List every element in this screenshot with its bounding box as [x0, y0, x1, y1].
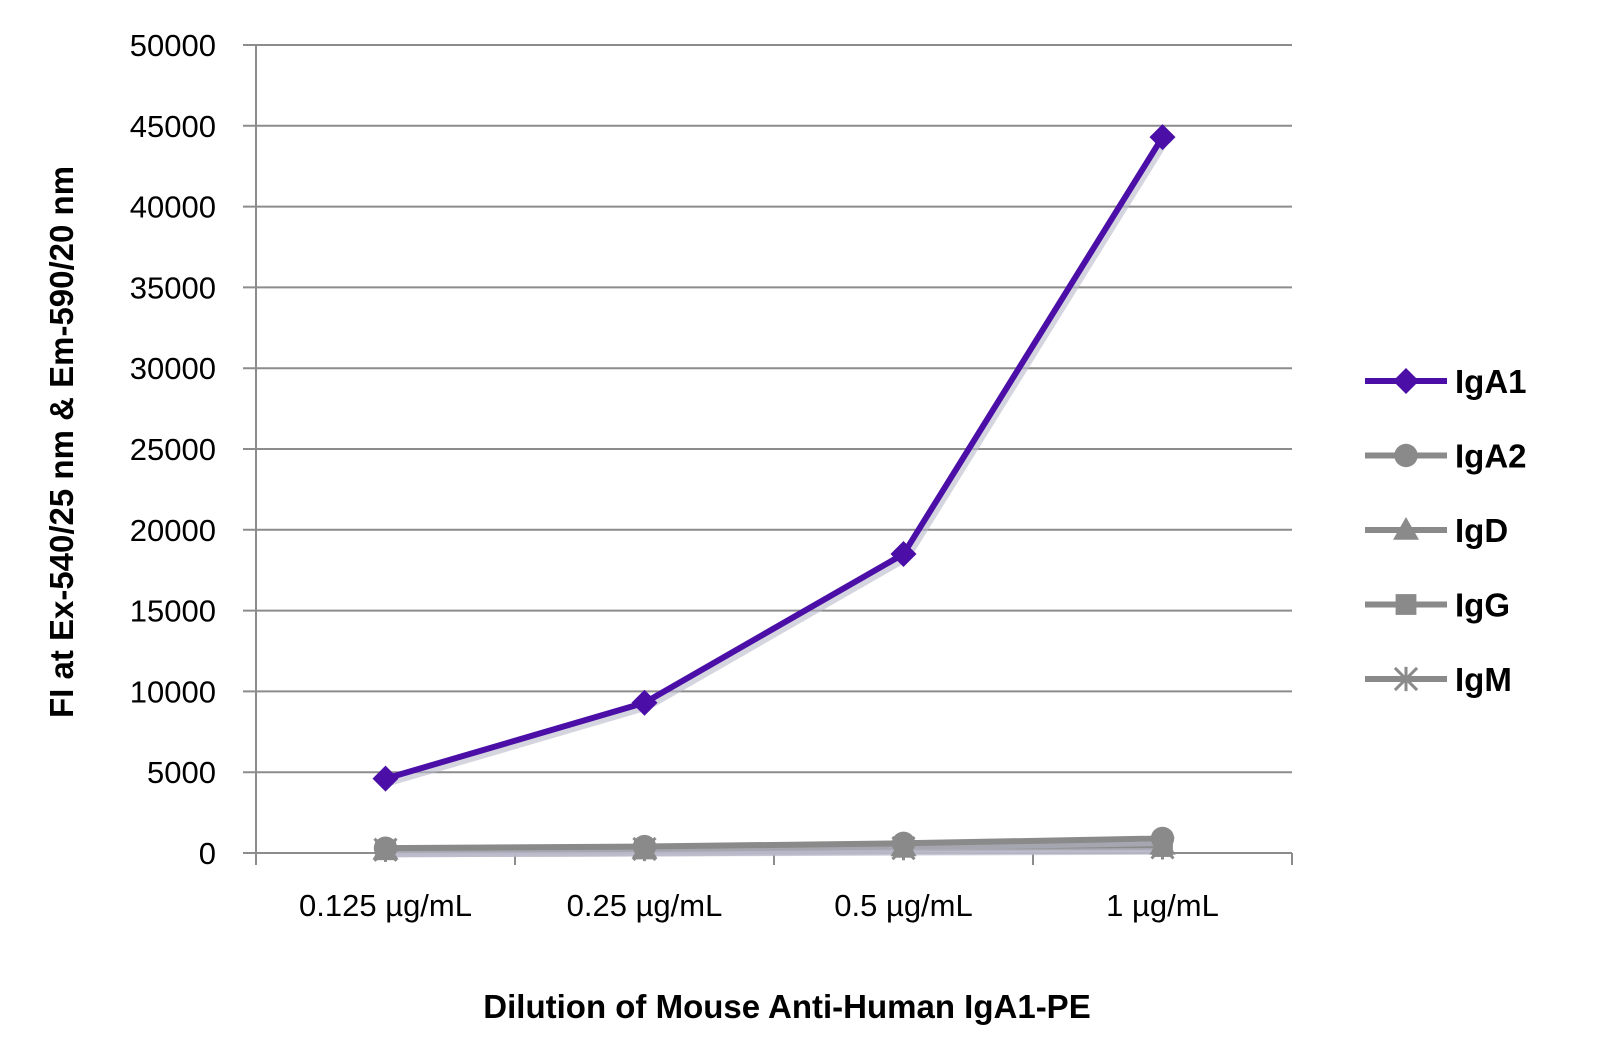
y-tick-label: 45000 [130, 109, 216, 144]
legend-marker [1393, 368, 1419, 394]
y-tick-label: 15000 [130, 594, 216, 629]
data-point [372, 765, 399, 792]
legend-marker [1395, 594, 1417, 615]
y-tick-label: 35000 [130, 270, 216, 305]
gridlines [243, 44, 1292, 774]
series [372, 124, 1176, 862]
x-axis-title: Dilution of Mouse Anti-Human IgA1-PE [483, 988, 1090, 1025]
series-line [385, 835, 1163, 852]
legend: IgA1 IgA2 IgD IgG IgM [1365, 363, 1527, 698]
data-point [632, 834, 657, 859]
x-tick-label: 0.25 µg/mL [567, 888, 723, 923]
legend-entry: IgG [1365, 587, 1510, 624]
legend-label: IgG [1455, 587, 1510, 624]
y-tick-label: 10000 [130, 674, 216, 709]
data-point [373, 836, 398, 860]
data-point [1150, 826, 1175, 851]
y-tick-label: 25000 [130, 432, 216, 467]
y-tick-label: 30000 [130, 351, 216, 386]
legend-entry: IgM [1365, 661, 1512, 698]
legend-marker [1394, 443, 1418, 468]
axes [243, 45, 1293, 865]
legend-label: IgD [1455, 512, 1508, 549]
legend-label: IgA2 [1455, 438, 1527, 475]
series-line-shadow [388, 838, 1166, 856]
y-axis-title: FI at Ex-540/25 nm & Em-590/20 nm [43, 166, 80, 718]
legend-label: IgM [1455, 661, 1512, 698]
series-IgA2 [373, 826, 1175, 860]
data-point [1149, 124, 1176, 151]
legend-marker [1393, 517, 1419, 540]
y-tick-label: 5000 [147, 755, 216, 790]
x-tick-label: 0.125 µg/mL [299, 888, 472, 923]
x-tick-label: 0.5 µg/mL [834, 888, 973, 923]
data-point [891, 831, 916, 856]
y-tick-label: 40000 [130, 190, 216, 225]
legend-marker [1393, 666, 1419, 692]
y-tick-label: 50000 [130, 28, 216, 63]
y-tick-labels: 0 5000 10000 15000 20000 25000 30000 35000 40000… [130, 28, 216, 871]
series-IgA1 [372, 124, 1176, 792]
data-point [631, 689, 658, 716]
data-point [890, 541, 917, 568]
legend-entry: IgA1 [1365, 363, 1527, 400]
series-line-shadow [387, 139, 1169, 787]
legend-entry: IgA2 [1365, 438, 1527, 475]
legend-entry: IgD [1365, 512, 1508, 549]
series-line [384, 135, 1166, 782]
x-tick-label: 1 µg/mL [1106, 888, 1219, 923]
x-tick-labels: 0.125 µg/mL 0.25 µg/mL 0.5 µg/mL 1 µg/mL [299, 888, 1219, 923]
legend-label: IgA1 [1455, 363, 1527, 400]
y-tick-label: 0 [199, 836, 216, 871]
y-tick-label: 20000 [130, 513, 216, 548]
